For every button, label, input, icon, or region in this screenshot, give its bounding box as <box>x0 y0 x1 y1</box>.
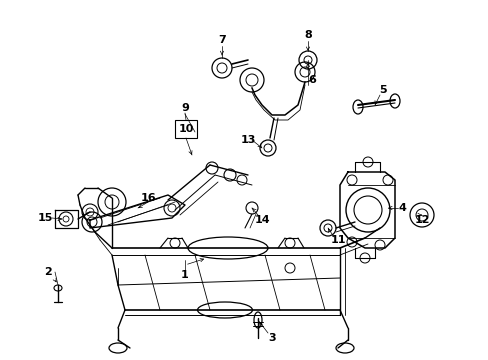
Text: 14: 14 <box>254 215 269 225</box>
Text: 13: 13 <box>240 135 255 145</box>
Text: 10: 10 <box>178 124 193 134</box>
Text: 11: 11 <box>329 235 345 245</box>
Text: 15: 15 <box>37 213 53 223</box>
Text: 5: 5 <box>378 85 386 95</box>
Text: 3: 3 <box>267 333 275 343</box>
Text: 8: 8 <box>304 30 311 40</box>
Text: 6: 6 <box>307 75 315 85</box>
Text: 2: 2 <box>44 267 52 277</box>
Text: 9: 9 <box>181 103 188 113</box>
Text: 12: 12 <box>413 215 429 225</box>
Bar <box>175 120 197 138</box>
Text: 1: 1 <box>181 270 188 280</box>
Text: 16: 16 <box>140 193 156 203</box>
Text: 7: 7 <box>218 35 225 45</box>
Text: 4: 4 <box>397 203 405 213</box>
